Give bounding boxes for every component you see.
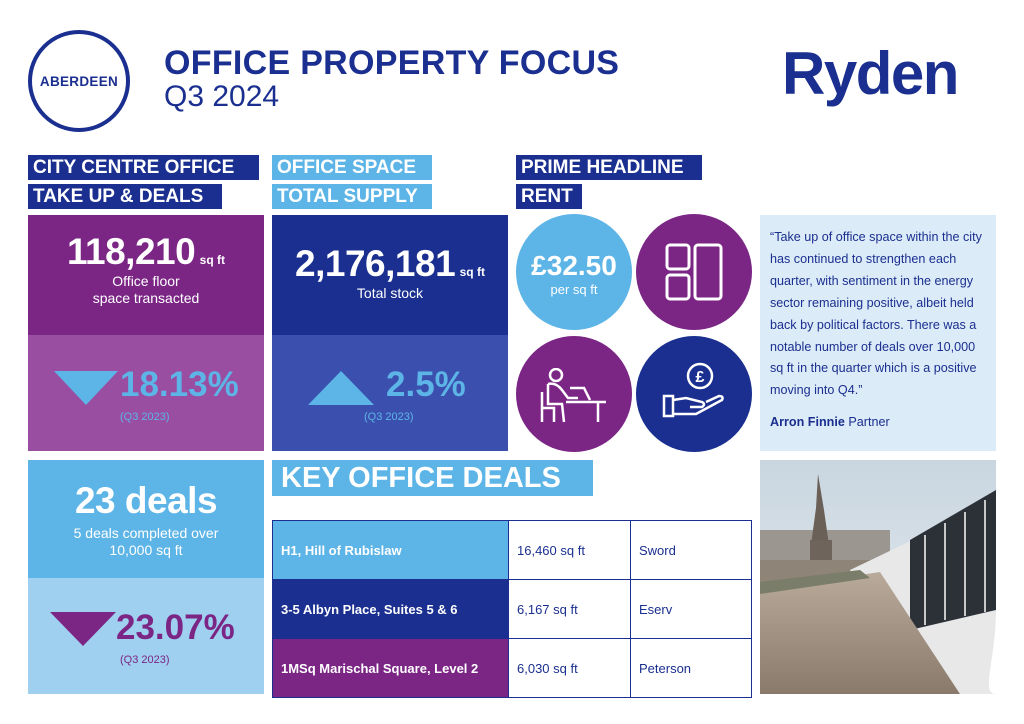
takeup-label-line1: Office floor bbox=[112, 273, 180, 289]
page-period: Q3 2024 bbox=[164, 80, 280, 113]
table-row: 1MSq Marischal Square, Level 2 6,030 sq f… bbox=[272, 638, 752, 698]
supply-label: Total stock bbox=[356, 285, 424, 301]
supply-unit: sq ft bbox=[459, 265, 485, 279]
deal-property: 1MSq Marischal Square, Level 2 bbox=[272, 638, 509, 698]
deal-tenant: Eserv bbox=[630, 579, 752, 639]
supply-panel: 2,176,181 sq ft Total stock bbox=[272, 215, 508, 335]
deals-value: 23 deals bbox=[74, 480, 218, 521]
deals-label-line2: 10,000 sq ft bbox=[109, 542, 183, 558]
supply-change-panel: 2.5% (Q3 2023) bbox=[272, 335, 508, 451]
deal-tenant: Sword bbox=[630, 520, 752, 580]
deals-panel: 23 deals 5 deals completed over 10,000 s… bbox=[28, 460, 264, 578]
deal-size: 16,460 sq ft bbox=[508, 520, 631, 580]
office-worker-circle bbox=[516, 336, 632, 452]
deal-property: 3-5 Albyn Place, Suites 5 & 6 bbox=[272, 579, 509, 639]
takeup-unit: sq ft bbox=[199, 253, 225, 267]
deal-size: 6,030 sq ft bbox=[508, 638, 631, 698]
takeup-change-panel: 18.13% (Q3 2023) bbox=[28, 335, 264, 451]
down-arrow-icon bbox=[54, 371, 118, 405]
rent-heading-line1: PRIME HEADLINE bbox=[516, 155, 702, 180]
takeup-panel: 118,210 sq ft Office floor space transac… bbox=[28, 215, 264, 335]
quote-panel: “Take up of office space within the city… bbox=[760, 215, 996, 451]
office-worker-icon bbox=[540, 368, 606, 423]
supply-heading-line1: OFFICE SPACE bbox=[272, 155, 432, 180]
brand-logo: Ryden bbox=[782, 40, 959, 107]
supply-comparison: (Q3 2023) bbox=[364, 411, 414, 423]
quote-role: Partner bbox=[848, 415, 890, 430]
table-row: H1, Hill of Rubislaw 16,460 sq ft Sword bbox=[272, 520, 752, 580]
quote-author: Arron Finnie bbox=[770, 415, 845, 430]
floor-plan-icon bbox=[665, 243, 723, 301]
svg-text:£: £ bbox=[696, 369, 705, 386]
takeup-value: 118,210 bbox=[66, 231, 196, 272]
deal-tenant: Peterson bbox=[630, 638, 752, 698]
takeup-comparison: (Q3 2023) bbox=[120, 411, 170, 423]
key-deals-table: H1, Hill of Rubislaw 16,460 sq ft Sword 3-5… bbox=[272, 520, 752, 698]
city-badge: ABERDEEN bbox=[28, 30, 130, 132]
pound-hand-circle: £ bbox=[636, 336, 752, 452]
table-row: 3-5 Albyn Place, Suites 5 & 6 6,167 sq ft… bbox=[272, 579, 752, 639]
down-arrow-icon bbox=[50, 612, 116, 646]
takeup-heading-line2: TAKE UP & DEALS bbox=[28, 184, 222, 209]
supply-heading-line2: TOTAL SUPPLY bbox=[272, 184, 432, 209]
deals-change: 23.07% bbox=[116, 608, 235, 647]
rent-circle: £32.50 per sq ft bbox=[516, 214, 632, 330]
deal-property: H1, Hill of Rubislaw bbox=[272, 520, 509, 580]
rent-heading-line2: RENT bbox=[516, 184, 582, 209]
photo-mask bbox=[988, 610, 996, 694]
rent-unit: per sq ft bbox=[550, 282, 598, 297]
takeup-heading-line1: CITY CENTRE OFFICE bbox=[28, 155, 259, 180]
supply-change: 2.5% bbox=[386, 365, 466, 404]
rent-value: £32.50 bbox=[531, 250, 617, 281]
page-title: OFFICE PROPERTY FOCUS bbox=[164, 44, 620, 82]
up-arrow-icon bbox=[308, 371, 374, 405]
key-deals-heading: KEY OFFICE DEALS bbox=[272, 460, 593, 496]
supply-value: 2,176,181 bbox=[295, 243, 456, 284]
quote-text: “Take up of office space within the city… bbox=[770, 230, 982, 398]
deals-label-line1: 5 deals completed over bbox=[73, 525, 219, 541]
deals-comparison: (Q3 2023) bbox=[120, 654, 170, 666]
takeup-label-line2: space transacted bbox=[92, 290, 200, 306]
deal-size: 6,167 sq ft bbox=[508, 579, 631, 639]
city-badge-label: ABERDEEN bbox=[39, 73, 119, 89]
pound-hand-icon: £ bbox=[662, 362, 724, 418]
deals-change-panel: 23.07% (Q3 2023) bbox=[28, 578, 264, 694]
takeup-change: 18.13% bbox=[120, 365, 239, 404]
building-photo bbox=[760, 460, 996, 694]
floor-plan-circle bbox=[636, 214, 752, 330]
